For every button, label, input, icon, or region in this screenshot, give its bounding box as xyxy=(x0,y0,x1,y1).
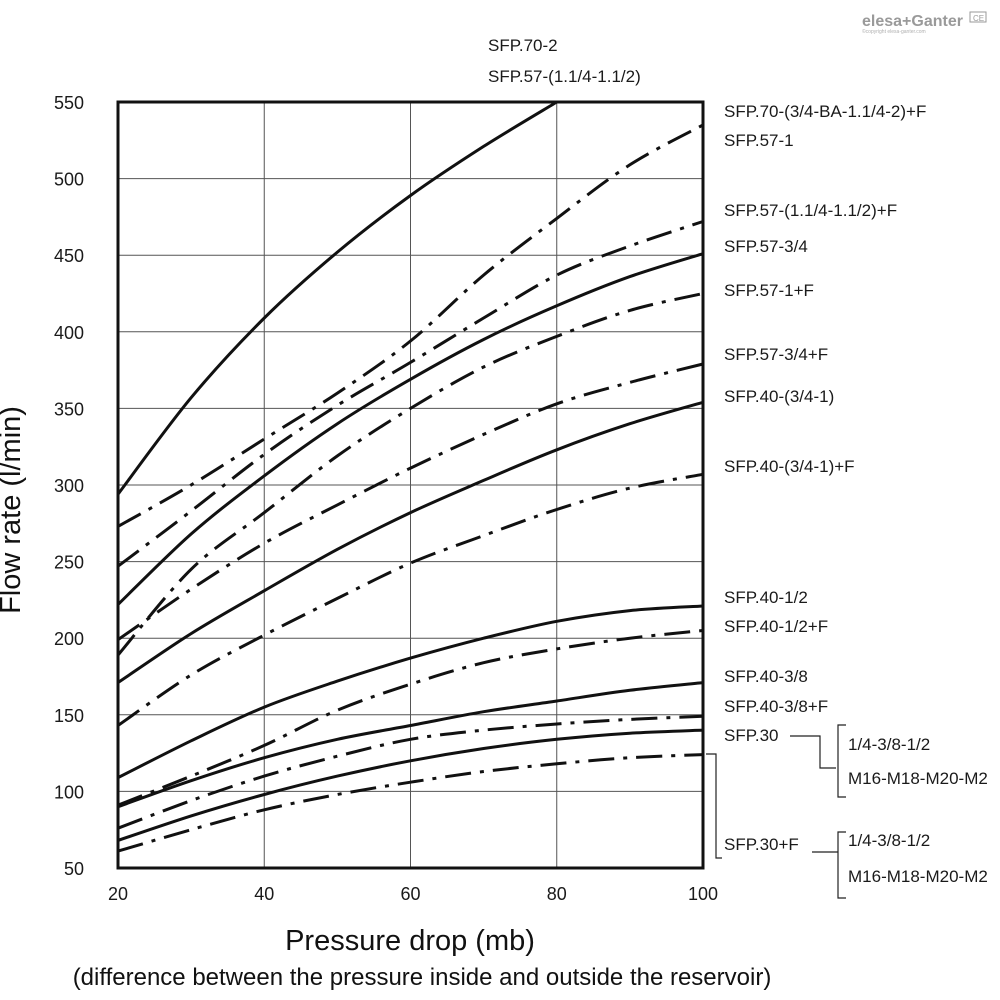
y-tick-labels: 50 100 150 200 250 300 350 400 450 500 550 xyxy=(54,93,84,879)
bracket-label: M16-M18-M20-M2 xyxy=(848,867,988,886)
x-tick-label: 80 xyxy=(547,884,567,904)
bracket-annotations: 1/4-3/8-1/2 M16-M18-M20-M2 1/4-3/8-1/2 M16-… xyxy=(706,724,988,899)
y-tick-label: 100 xyxy=(54,782,84,802)
ce-badge-box xyxy=(969,11,987,23)
brand-copyright: ©copyright elesa-ganter.com xyxy=(862,28,926,35)
series-label: SFP.40-(3/4-1) xyxy=(724,387,834,406)
brand-logo: elesa+Ganter CE ©copyright elesa-ganter.… xyxy=(862,11,987,35)
series-line xyxy=(117,753,704,853)
series-label: SFP.40-1/2+F xyxy=(724,617,828,636)
bracket-brace xyxy=(837,724,846,798)
y-tick-label: 150 xyxy=(54,706,84,726)
series-line xyxy=(117,472,704,727)
y-tick-label: 400 xyxy=(54,323,84,343)
x-tick-label: 40 xyxy=(254,884,274,904)
y-tick-label: 300 xyxy=(54,476,84,496)
series-label: SFP.57-1+F xyxy=(724,281,814,300)
y-tick-label: 250 xyxy=(54,553,84,573)
series-line xyxy=(116,292,704,657)
x-tick-labels: 20 40 60 80 100 xyxy=(108,884,718,904)
series-label: SFP.40-(3/4-1)+F xyxy=(724,457,855,476)
series-label: SFP.57-(1.1/4-1.1/2)+F xyxy=(724,201,897,220)
y-tick-label: 200 xyxy=(54,629,84,649)
series-line xyxy=(117,714,704,830)
y-tick-label: 500 xyxy=(54,170,84,190)
series-line xyxy=(116,252,704,606)
y-tick-label: 350 xyxy=(54,399,84,419)
ce-badge-text: CE xyxy=(973,14,984,23)
series-labels: SFP.70-(3/4-BA-1.1/4-2)+F SFP.57-1 SFP.57-… xyxy=(488,36,926,854)
series-line xyxy=(117,681,704,809)
series-label: SFP.30 xyxy=(724,726,779,745)
x-tick-label: 100 xyxy=(688,884,718,904)
bracket-label: 1/4-3/8-1/2 xyxy=(848,735,930,754)
series-label: SFP.30+F xyxy=(724,835,799,854)
x-tick-label: 20 xyxy=(108,884,128,904)
y-axis-title: Flow rate (l/min) xyxy=(0,406,27,614)
grid xyxy=(117,101,704,869)
y-tick-label: 450 xyxy=(54,246,84,266)
x-tick-label: 60 xyxy=(400,884,420,904)
series-line xyxy=(117,604,704,779)
series-label-top: SFP.57-(1.1/4-1.1/2) xyxy=(488,67,641,86)
series-label: SFP.40-1/2 xyxy=(724,588,808,607)
y-tick-label: 50 xyxy=(64,859,84,879)
x-axis-title: Pressure drop (mb) xyxy=(285,925,535,957)
series-label: SFP.57-1 xyxy=(724,131,794,150)
series-line xyxy=(117,629,704,807)
series-lines xyxy=(116,100,704,853)
series-label: SFP.57-3/4 xyxy=(724,237,808,256)
series-line xyxy=(117,362,704,641)
bracket-brace xyxy=(837,831,846,899)
series-label: SFP.40-3/8 xyxy=(724,667,808,686)
series-line xyxy=(117,123,704,528)
bracket-label: M16-M18-M20-M2 xyxy=(848,769,988,788)
x-axis-note: (difference between the pressure inside … xyxy=(73,964,772,991)
series-label-top: SFP.70-2 xyxy=(488,36,558,55)
y-tick-label: 550 xyxy=(54,93,84,113)
series-line xyxy=(117,220,704,568)
plot-frame xyxy=(116,100,705,870)
bracket-connector xyxy=(706,753,722,859)
series-label: SFP.70-(3/4-BA-1.1/4-2)+F xyxy=(724,102,926,121)
bracket-label: 1/4-3/8-1/2 xyxy=(848,831,930,850)
bracket-connector xyxy=(790,735,836,769)
series-label: SFP.57-3/4+F xyxy=(724,345,828,364)
series-line xyxy=(117,728,704,842)
brand-logo-text: elesa+Ganter xyxy=(862,13,963,30)
series-line xyxy=(117,400,704,684)
series-label: SFP.40-3/8+F xyxy=(724,697,828,716)
series-line xyxy=(116,100,558,496)
